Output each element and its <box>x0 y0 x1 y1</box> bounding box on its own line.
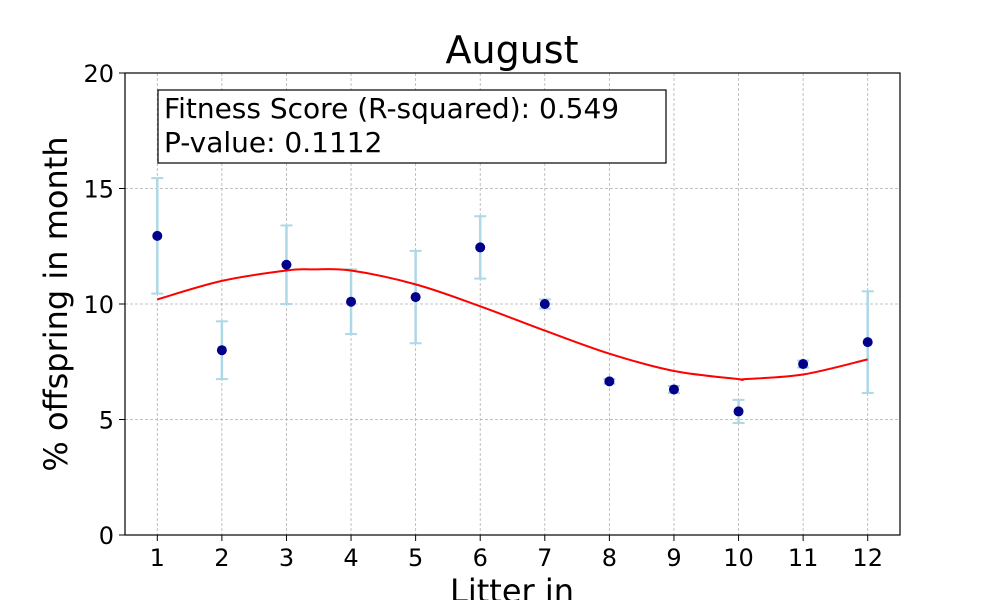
data-point <box>798 359 809 370</box>
x-tick-label: 4 <box>343 544 358 572</box>
x-tick-label: 9 <box>666 544 681 572</box>
data-points <box>152 230 873 417</box>
p-value-text: P-value: 0.1112 <box>164 126 382 159</box>
annotation-frame <box>157 89 667 164</box>
data-point <box>410 292 421 303</box>
chart-title: August <box>446 28 579 72</box>
fit-curve <box>157 268 868 381</box>
data-point <box>216 345 227 356</box>
y-tick-label: 15 <box>83 176 114 204</box>
data-point <box>668 384 679 395</box>
error-bars <box>151 177 874 424</box>
x-tick-label: 12 <box>852 544 883 572</box>
y-axis-ticks: 0 5 10 15 20 <box>83 60 125 550</box>
x-tick-label: 11 <box>788 544 819 572</box>
y-axis-label: % offspring in month <box>37 136 75 471</box>
data-point <box>733 406 744 417</box>
y-tick-label: 10 <box>83 291 114 319</box>
data-point <box>539 299 550 309</box>
x-tick-label: 8 <box>602 544 617 572</box>
annotation-box: Fitness Score (R-squared): 0.549 P-value… <box>157 89 667 164</box>
y-tick-label: 0 <box>99 522 114 550</box>
x-axis-label: Litter in <box>450 572 574 600</box>
x-tick-label: 3 <box>279 544 294 572</box>
x-tick-label: 5 <box>408 544 423 572</box>
x-tick-label: 7 <box>537 544 552 572</box>
y-tick-label: 20 <box>83 60 114 88</box>
data-point <box>604 376 615 387</box>
data-point <box>346 296 357 307</box>
x-tick-label: 1 <box>150 544 165 572</box>
data-point <box>475 242 486 253</box>
x-axis-ticks: 1 2 3 4 5 6 7 8 9 10 11 12 <box>150 535 883 572</box>
data-point <box>281 259 292 270</box>
data-point <box>862 337 873 348</box>
x-tick-label: 10 <box>723 544 754 572</box>
y-tick-label: 5 <box>99 407 114 435</box>
x-tick-label: 2 <box>214 544 229 572</box>
x-tick-label: 6 <box>473 544 488 572</box>
fitness-score-text: Fitness Score (R-squared): 0.549 <box>164 92 619 125</box>
data-point <box>152 230 163 241</box>
